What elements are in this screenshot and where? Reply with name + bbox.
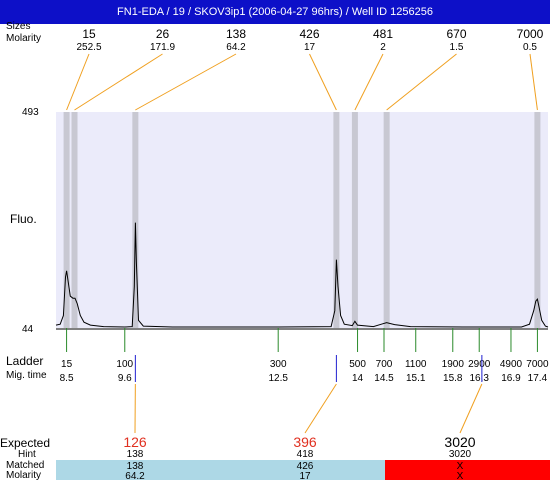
y-tick-label-max: 493 [22,107,39,118]
ladder-size-label: 15 [61,359,73,370]
ladder-time-label: 15.8 [443,373,463,384]
peak-molarity-label: 17 [304,42,316,53]
ladder-time-label: 9.6 [118,373,132,384]
hint-value: 418 [297,449,314,460]
ladder-time-label: 14.5 [374,373,394,384]
peak-molarity-label: 171.9 [150,42,175,53]
molarity-value: 64.2 [125,471,145,480]
ladder-size-label: 300 [270,359,287,370]
ladder-size-label: 2900 [468,359,491,370]
ladder-size-label: 1100 [405,359,427,370]
peak-callout-line [530,54,537,110]
ladder-size-label: 500 [349,359,366,370]
peak-molarity-label: 64.2 [226,42,246,53]
plot-area [56,112,548,328]
peak-molarity-label: 1.5 [450,42,464,53]
peak-size-label: 15 [82,27,96,41]
molarity-value: 17 [299,471,311,480]
peak-size-label: 670 [446,27,466,41]
ladder-time-label: 16.9 [501,373,521,384]
peak-molarity-label: 252.5 [76,42,101,53]
ladder-time-label: 8.5 [60,373,74,384]
y-tick-label-min: 44 [22,324,34,335]
ladder-time-label: 17.4 [528,373,548,384]
peak-callout-line [387,54,457,110]
peak-band-5 [384,112,390,328]
ladder-size-label: 1900 [442,359,465,370]
peak-size-label: 426 [299,27,319,41]
ladder-size-label: 4900 [500,359,523,370]
peak-callout-line [67,54,89,110]
ladder-time-label: 14 [352,373,364,384]
expected-value: 3020 [444,434,475,450]
peak-band-1 [72,112,78,328]
peak-callout-line [355,54,383,110]
ladder-size-label: 100 [116,359,133,370]
peak-size-label: 26 [156,27,170,41]
hint-value: 138 [127,449,144,460]
ladder-time-label: 15.1 [406,373,426,384]
ladder-size-label: 700 [376,359,393,370]
ladder-time-label: 12.5 [268,373,288,384]
peak-molarity-label: 0.5 [523,42,537,53]
expected-value: 126 [123,434,147,450]
unmatched-bar [385,460,550,480]
peak-band-4 [352,112,358,328]
peak-callout-line [135,54,236,110]
hint-value: 3020 [449,449,472,460]
expected-callout-line [305,384,336,433]
peak-size-label: 138 [226,27,246,41]
peak-size-label: 481 [373,27,393,41]
molarity-value: X [457,471,464,480]
matched-bar [56,460,385,480]
peak-callout-line [310,54,337,110]
peak-molarity-label: 2 [380,42,386,53]
ladder-size-label: 7000 [526,359,549,370]
peak-size-label: 7000 [517,27,544,41]
expected-callout-line [460,384,482,433]
peak-band-6 [534,112,540,328]
expected-value: 396 [293,434,317,450]
ladder-time-label: 16.3 [469,373,489,384]
peak-callout-line [75,54,163,110]
